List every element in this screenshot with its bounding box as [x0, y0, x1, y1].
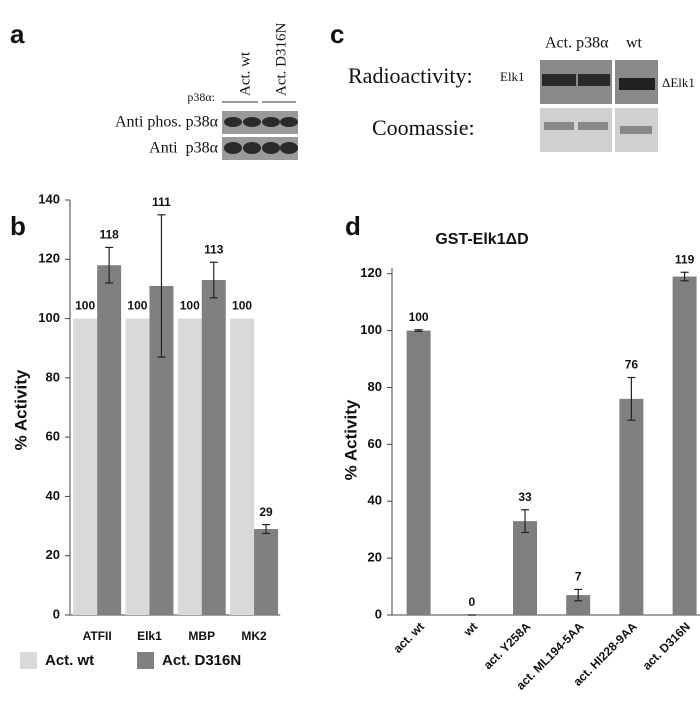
bands: [542, 74, 655, 134]
data-label: 100: [232, 299, 252, 313]
x-tick-label: ATFII: [83, 629, 112, 643]
band-label: Elk1: [500, 69, 525, 84]
data-label: 100: [75, 299, 95, 313]
data-label: 100: [180, 299, 200, 313]
legend-label: Act. D316N: [162, 652, 241, 669]
data-label: 29: [259, 505, 273, 519]
panel-label: b: [10, 211, 26, 241]
chart-title: GST-Elk1ΔD: [435, 231, 528, 248]
y-tick-label: 100: [38, 310, 60, 325]
data-label: 33: [518, 490, 532, 504]
y-tick-label: 60: [368, 436, 382, 451]
data-label: 111: [152, 195, 171, 209]
x-tick-label: wt: [460, 619, 480, 639]
lane-header: Act. p38α: [545, 35, 609, 52]
bar: [406, 330, 431, 615]
y-tick-label: 120: [360, 265, 382, 280]
data-label: 7: [575, 570, 582, 584]
x-tick-label: act. wt: [391, 619, 427, 655]
error-bar: [574, 588, 583, 602]
legend-swatch: [20, 652, 37, 669]
panel-label: c: [330, 19, 344, 49]
lane-label: p38α:: [187, 90, 215, 104]
lane: Act. D316N: [273, 23, 289, 96]
error-bar: [105, 246, 114, 284]
x-tick-label: Elk1: [137, 629, 162, 643]
bar: [619, 398, 644, 615]
data-label: 100: [127, 299, 147, 313]
bar: [672, 276, 697, 615]
x-tick-label: act. D316N: [640, 619, 693, 672]
band-label: ΔElk1: [662, 75, 695, 90]
y-tick-label: 40: [368, 493, 382, 508]
bar: [73, 318, 98, 615]
panel-label: a: [10, 19, 25, 49]
data-label: 118: [99, 228, 119, 242]
y-tick-label: 0: [53, 606, 60, 621]
lane-header: wt: [626, 35, 643, 52]
row-label: Radioactivity:: [348, 63, 473, 88]
bar: [513, 521, 537, 615]
x-tick-label: act. Y258A: [481, 619, 534, 672]
data-label: 76: [625, 358, 639, 372]
row-label: Coomassie:: [372, 115, 475, 140]
panel-label: d: [345, 211, 361, 241]
y-axis-label: % Activity: [341, 399, 360, 480]
y-tick-label: 80: [368, 379, 382, 394]
error-bar: [209, 261, 218, 299]
error-bar: [157, 214, 166, 358]
y-tick-label: 20: [368, 550, 382, 565]
row-label: Anti p38α: [149, 140, 218, 157]
data-label: 119: [675, 252, 695, 266]
error-bar: [680, 271, 689, 282]
legend-label: Act. wt: [45, 652, 94, 669]
bar: [254, 529, 279, 615]
error-bar: [521, 509, 529, 534]
y-tick-label: 40: [46, 488, 60, 503]
data-label: 100: [409, 310, 429, 324]
error-bar: [414, 329, 423, 333]
data-label: 113: [204, 242, 224, 256]
bar: [125, 318, 150, 615]
bar: [177, 318, 202, 615]
bands: [224, 117, 298, 154]
y-tick-label: 80: [46, 369, 60, 384]
bar: [230, 318, 255, 615]
y-tick-label: 100: [360, 322, 382, 337]
bar: [97, 265, 122, 615]
bar: [201, 280, 226, 615]
data-label: 0: [468, 595, 475, 609]
x-tick-label: MK2: [241, 629, 267, 643]
x-tick-label: MBP: [188, 629, 215, 643]
y-tick-label: 60: [46, 429, 60, 444]
y-tick-label: 120: [38, 251, 60, 266]
error-bar: [262, 523, 271, 535]
bar: [566, 595, 591, 615]
y-tick-label: 20: [46, 547, 60, 562]
row-label: Anti phos. p38α: [115, 114, 219, 131]
lane: Act. wt: [237, 51, 253, 96]
y-tick-label: 0: [375, 606, 382, 621]
y-axis-label: % Activity: [11, 369, 30, 450]
y-tick-label: 140: [38, 191, 60, 206]
error-bar: [627, 376, 636, 421]
legend-swatch: [137, 652, 154, 669]
